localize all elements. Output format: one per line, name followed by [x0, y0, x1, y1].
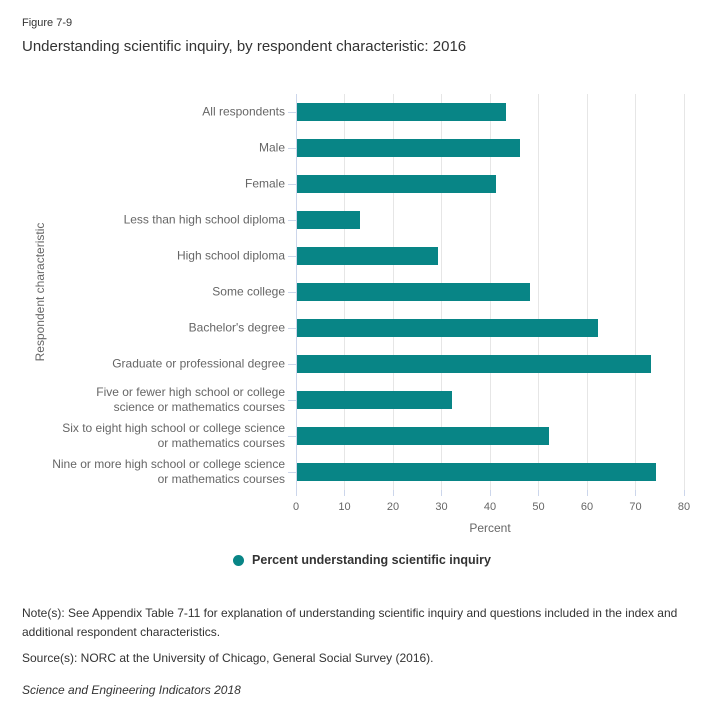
plot-area — [296, 94, 685, 490]
bar-7[interactable] — [297, 355, 652, 373]
bar-2[interactable] — [297, 175, 496, 193]
category-axis-labels: All respondents Male Female Less than high … — [0, 94, 285, 490]
category-label-7: Graduate or professional degree — [112, 356, 285, 371]
category-tick-1 — [288, 147, 296, 149]
bar-5[interactable] — [297, 283, 530, 301]
x-tick-60 — [586, 490, 588, 496]
category-tick-10 — [288, 471, 296, 473]
category-tick-6 — [288, 327, 296, 329]
category-tick-3 — [288, 219, 296, 221]
legend-item[interactable]: Percent understanding scientific inquiry — [0, 553, 724, 567]
note-text: Note(s): See Appendix Table 7-11 for exp… — [22, 606, 678, 639]
bar-6[interactable] — [297, 319, 598, 337]
x-tick-0 — [295, 490, 297, 496]
x-tick-label-60: 60 — [580, 501, 594, 513]
bar-4[interactable] — [297, 247, 438, 265]
category-tick-2 — [288, 183, 296, 185]
x-tick-50 — [538, 490, 539, 496]
category-tick-9 — [288, 435, 296, 437]
category-tick-0 — [288, 111, 296, 113]
x-tick-30 — [441, 490, 442, 496]
bar-1[interactable] — [297, 139, 521, 157]
category-label-1: Male — [258, 140, 285, 155]
legend-label: Percent understanding scientific inquiry — [252, 553, 491, 567]
x-tick-label-20: 20 — [386, 501, 400, 513]
x-tick-label-70: 70 — [629, 501, 642, 513]
x-tick-label-50: 50 — [532, 501, 545, 513]
y-axis-line — [296, 94, 297, 490]
x-tick-label-30: 30 — [435, 501, 448, 513]
gridline-80 — [683, 94, 685, 490]
category-tick-8 — [288, 399, 296, 401]
category-label-0: All respondents — [202, 104, 285, 119]
attribution-text: Science and Engineering Indicators 2018 — [22, 683, 241, 697]
gridline-50 — [538, 94, 539, 490]
x-tick-10 — [344, 490, 345, 496]
category-tick-7 — [288, 363, 296, 365]
category-label-8: Five or fewer high school or college sci… — [96, 385, 285, 414]
category-label-6: Bachelor's degree — [188, 320, 285, 335]
category-label-4: High school diploma — [176, 248, 285, 263]
category-label-5: Some college — [212, 284, 285, 299]
category-label-9: Six to eight high school or college scie… — [62, 421, 285, 450]
gridline-60 — [586, 94, 588, 490]
bar-10[interactable] — [297, 463, 656, 481]
x-tick-label-40: 40 — [483, 501, 497, 513]
category-tick-4 — [288, 255, 296, 257]
category-label-3: Less than high school diploma — [123, 212, 285, 227]
figure-number: Figure 7-9 — [22, 17, 73, 29]
legend-marker-icon — [233, 554, 245, 566]
x-tick-20 — [392, 490, 394, 496]
x-tick-70 — [635, 490, 636, 496]
category-label-10: Nine or more high school or college scie… — [52, 457, 285, 486]
x-tick-label-0: 0 — [292, 501, 300, 513]
category-label-2: Female — [244, 176, 285, 191]
bar-9[interactable] — [297, 427, 550, 445]
bar-3[interactable] — [297, 211, 361, 229]
x-tick-80 — [683, 490, 685, 496]
x-tick-label-10: 10 — [338, 501, 351, 513]
x-tick-40 — [489, 490, 491, 496]
x-tick-label-80: 80 — [677, 501, 691, 513]
bar-8[interactable] — [297, 391, 453, 409]
chart-title: Understanding scientific inquiry, by res… — [22, 38, 467, 55]
bar-0[interactable] — [297, 103, 506, 121]
gridline-70 — [635, 94, 636, 490]
category-tick-5 — [288, 291, 296, 293]
source-text: Source(s): NORC at the University of Chi… — [22, 651, 434, 665]
x-axis-title: Percent — [469, 521, 511, 535]
